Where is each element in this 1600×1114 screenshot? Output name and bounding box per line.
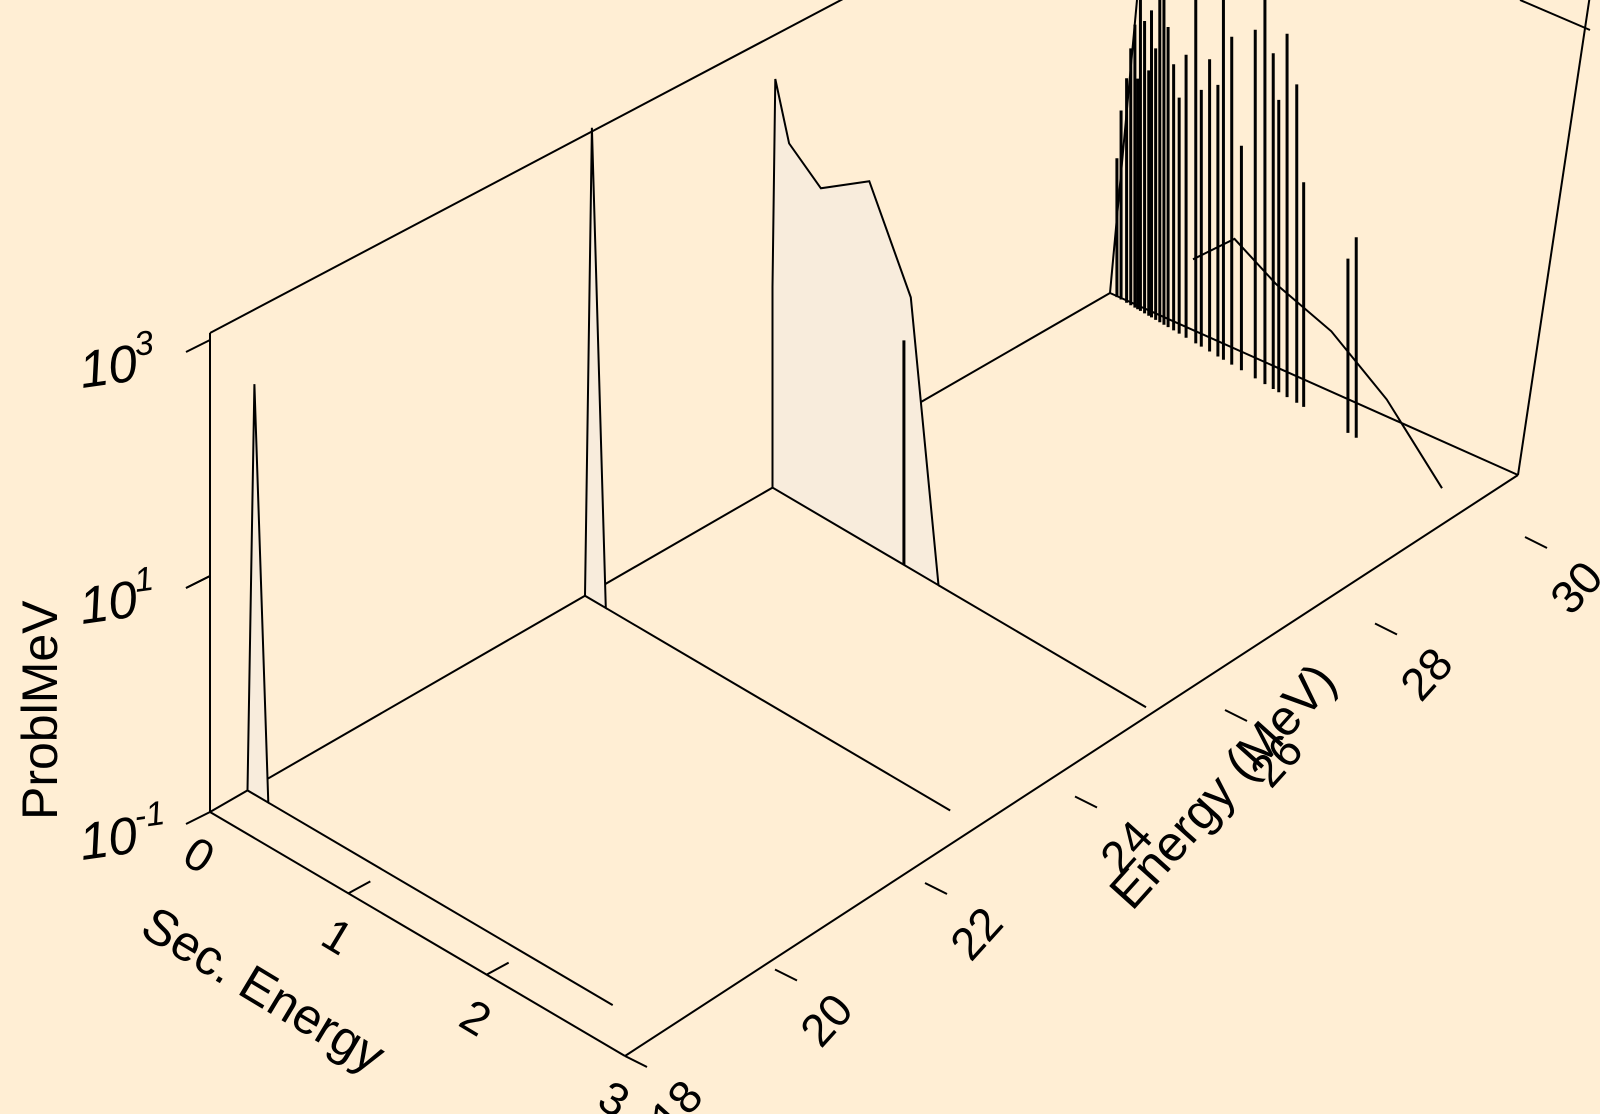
y-tick-mark <box>1074 795 1098 809</box>
series-layer <box>246 0 1443 1006</box>
z-tick-label: 10 <box>76 570 141 635</box>
y-tick-label: 28 <box>1390 637 1463 710</box>
series-baseline <box>605 607 951 812</box>
y-tick-mark <box>1524 536 1548 549</box>
z-tick-exponent: -1 <box>132 794 167 836</box>
y-tick-label: 20 <box>790 983 863 1056</box>
z-tick-mark <box>185 339 211 353</box>
y-tick-label: 30 <box>1540 551 1600 624</box>
z-minor-tick <box>185 575 211 589</box>
y-tick-mark <box>774 968 798 982</box>
z-tick-label: 10 <box>76 334 141 399</box>
z-tick-exponent: 1 <box>132 560 156 600</box>
x-tick-mark <box>486 961 510 976</box>
floor <box>209 292 1519 1057</box>
back-wall <box>209 0 1591 476</box>
series-peak <box>583 127 607 610</box>
x-tick-label: 1 <box>313 907 362 965</box>
y-tick-mark <box>624 1055 648 1068</box>
x-tick-label: 3 <box>590 1070 639 1114</box>
series-peak <box>246 384 270 805</box>
y-axis-title: Energy (MeV) <box>1099 653 1347 920</box>
x-tick-label: 0 <box>175 826 224 884</box>
z-tick-mark <box>185 811 211 825</box>
y-tick-mark <box>1224 709 1248 722</box>
series-continuum <box>771 78 940 588</box>
x-tick-label: 2 <box>452 989 501 1047</box>
y-tick-label: 18 <box>640 1070 713 1114</box>
y-tick-mark <box>1374 622 1398 636</box>
z-tick-exponent: 3 <box>132 324 156 364</box>
series-baseline <box>267 801 614 1006</box>
z-axis-title: ProblMeV <box>12 600 68 820</box>
z-tick-label: 10 <box>76 806 141 871</box>
x-tick-mark <box>347 880 371 895</box>
series-baseline <box>937 584 1147 709</box>
y-tick-mark <box>924 882 948 895</box>
y-tick-label: 22 <box>940 897 1013 970</box>
